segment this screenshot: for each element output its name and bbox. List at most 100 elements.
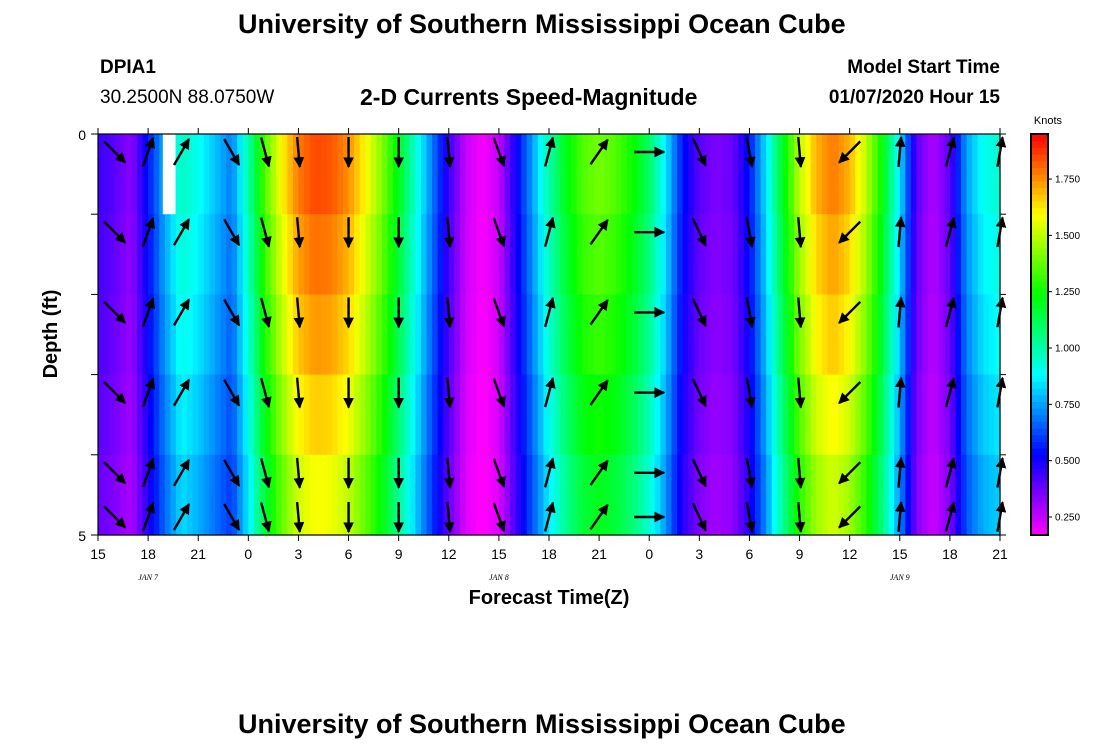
heatmap-cell — [816, 294, 823, 376]
heatmap-cell — [905, 454, 912, 536]
heatmap-cell — [198, 374, 205, 456]
current-vector-arrow — [944, 501, 957, 532]
current-vector-arrow — [293, 297, 305, 329]
heatmap-cell — [142, 454, 149, 536]
heatmap-cell — [699, 214, 706, 295]
heatmap-cell — [565, 134, 572, 215]
heatmap-cell — [949, 214, 957, 295]
heatmap-cell — [487, 454, 494, 536]
current-vector-arrow — [141, 377, 155, 408]
heatmap-cell — [265, 134, 272, 215]
heatmap-cell — [782, 134, 790, 215]
heatmap-cell — [755, 134, 762, 215]
current-vector-arrow — [259, 217, 272, 248]
x-tick-label: 6 — [746, 546, 754, 562]
heatmap-cell — [231, 374, 238, 456]
heatmap-cell — [599, 134, 606, 215]
y-tick-label: 5 — [78, 528, 86, 544]
colorbar-segment — [1031, 314, 1048, 322]
heatmap-cell — [459, 134, 467, 215]
heatmap-cell — [187, 374, 194, 456]
current-vector-arrow — [794, 217, 806, 249]
heatmap-cell — [660, 134, 667, 215]
heatmap-cell — [643, 134, 650, 215]
heatmap-cell — [961, 454, 968, 536]
heatmap-cell — [582, 134, 589, 215]
heatmap-cell — [827, 134, 834, 215]
heatmap-cell — [827, 454, 834, 536]
heatmap-cell — [716, 374, 723, 456]
heatmap-cell — [877, 374, 884, 456]
heatmap-cell — [710, 294, 717, 376]
heatmap-cell — [933, 454, 940, 536]
heatmap-cell — [894, 214, 901, 295]
heatmap-cell — [304, 214, 311, 295]
heatmap-cell — [148, 374, 155, 456]
heatmap-cell — [214, 294, 222, 376]
heatmap-cell — [342, 294, 350, 376]
heatmap-cell — [237, 454, 244, 536]
current-vector-arrow — [443, 217, 455, 249]
heatmap-cell — [342, 374, 350, 456]
heatmap-cell — [860, 374, 867, 456]
heatmap-cell — [571, 134, 578, 215]
heatmap-cell — [315, 454, 322, 536]
heatmap-cell — [927, 134, 934, 215]
heatmap-cell — [420, 294, 428, 376]
heatmap-cell — [576, 454, 584, 536]
heatmap-cell — [855, 214, 862, 295]
heatmap-cell — [187, 134, 194, 215]
heatmap-cell — [309, 134, 316, 215]
heatmap-cell — [582, 454, 589, 536]
heatmap-cell — [788, 134, 795, 215]
heatmap-cell — [198, 294, 205, 376]
heatmap-cell — [972, 374, 979, 456]
heatmap-cell — [465, 294, 472, 376]
colorbar-segment — [1031, 361, 1048, 369]
heatmap-cell — [938, 214, 945, 295]
heatmap-cell — [766, 454, 773, 536]
heatmap-cell — [381, 134, 389, 215]
colorbar-segment — [1031, 468, 1048, 476]
colorbar-segment — [1031, 381, 1048, 389]
heatmap-cell — [420, 134, 428, 215]
heatmap-cell — [866, 454, 873, 536]
heatmap-cell — [510, 134, 517, 215]
colorbar-segment — [1031, 414, 1048, 422]
heatmap-cell — [370, 134, 377, 215]
heatmap-cell — [348, 134, 355, 215]
heatmap-cell — [448, 374, 455, 456]
heatmap-cell — [192, 454, 199, 536]
heatmap-cell — [844, 214, 851, 295]
heatmap-cell — [988, 214, 996, 295]
current-vector-arrow — [103, 381, 127, 405]
heatmap-cell — [732, 374, 739, 456]
current-vector-arrow — [492, 458, 506, 488]
heatmap-cell — [359, 134, 366, 215]
heatmap-cell — [838, 454, 845, 536]
heatmap-cell — [905, 294, 912, 376]
heatmap-cell — [760, 134, 767, 215]
heatmap-cell — [665, 374, 673, 456]
heatmap-cell — [966, 214, 973, 295]
colorbar-segment — [1031, 494, 1048, 503]
heatmap-cell — [259, 214, 266, 295]
heatmap-cell — [432, 214, 439, 295]
heatmap-cell — [805, 134, 812, 215]
heatmap-cell — [109, 214, 116, 295]
heatmap-cell — [638, 374, 645, 456]
heatmap-cell — [849, 134, 856, 215]
heatmap-cell — [443, 454, 450, 536]
heatmap-cell — [109, 134, 116, 215]
heatmap-cell — [916, 374, 923, 456]
heatmap-cell — [693, 454, 700, 536]
current-vector-arrow — [894, 216, 906, 248]
heatmap-cell — [966, 294, 973, 376]
current-vector-arrow — [141, 457, 155, 488]
heatmap-cell — [587, 214, 595, 295]
current-vector-arrow — [492, 137, 506, 168]
heatmap-cell — [309, 294, 316, 376]
heatmap-cell — [860, 454, 867, 536]
heatmap-cell — [537, 214, 545, 295]
heatmap-cell — [654, 214, 661, 295]
